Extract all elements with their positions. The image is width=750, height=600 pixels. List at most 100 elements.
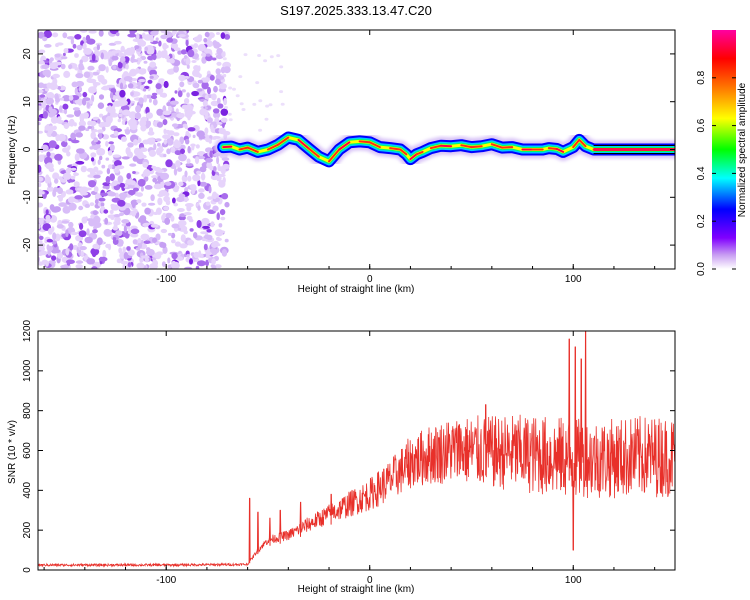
snr-ytick-label: 800 xyxy=(22,402,33,419)
noise-blob xyxy=(186,92,190,98)
noise-blob xyxy=(83,47,93,55)
noise-blob xyxy=(45,88,49,92)
noise-blob xyxy=(66,151,71,157)
noise-blob xyxy=(98,94,105,100)
noise-blob xyxy=(206,40,213,47)
noise-blob xyxy=(121,156,130,160)
noise-blob xyxy=(221,51,226,58)
noise-blob xyxy=(86,167,95,172)
noise-blob xyxy=(210,248,217,254)
noise-blob xyxy=(134,45,140,50)
noise-blob xyxy=(219,209,226,216)
noise-blob xyxy=(112,65,117,70)
noise-blob xyxy=(200,231,208,235)
noise-blob xyxy=(269,55,274,59)
noise-blob xyxy=(130,59,139,63)
noise-blob xyxy=(57,116,62,121)
noise-blob xyxy=(174,90,178,94)
noise-blob xyxy=(136,81,142,87)
noise-blob xyxy=(41,64,50,70)
noise-blob xyxy=(142,161,149,168)
noise-blob xyxy=(105,176,111,184)
noise-blob xyxy=(137,237,142,244)
noise-blob xyxy=(241,108,246,111)
noise-blob xyxy=(70,167,77,171)
noise-blob xyxy=(216,32,220,35)
noise-blob xyxy=(41,144,49,152)
spectrogram-ylabel: Frequency (Hz) xyxy=(7,116,18,185)
noise-blob xyxy=(222,176,226,184)
ridge-core xyxy=(277,136,290,146)
noise-blob xyxy=(168,105,172,112)
noise-blob xyxy=(149,61,157,68)
noise-blob xyxy=(207,32,215,39)
snr-xtick-label: 100 xyxy=(565,575,582,586)
noise-blob xyxy=(127,83,134,89)
noise-blob xyxy=(141,202,147,207)
noise-blob xyxy=(118,113,123,118)
noise-blob xyxy=(146,247,151,252)
noise-blob xyxy=(198,188,205,193)
noise-blob xyxy=(192,174,201,182)
noise-blob xyxy=(130,228,140,235)
noise-blob xyxy=(91,266,98,269)
noise-blob xyxy=(108,42,117,46)
noise-blob xyxy=(128,112,134,118)
noise-blob xyxy=(63,48,69,54)
noise-blob xyxy=(77,100,83,106)
noise-blob xyxy=(63,108,68,115)
snr-ytick-label: 600 xyxy=(22,442,33,459)
noise-blob xyxy=(62,103,69,110)
noise-blob xyxy=(211,242,218,248)
noise-blob xyxy=(178,34,186,38)
noise-blob xyxy=(178,181,184,187)
noise-blob xyxy=(206,229,212,233)
ridge-core xyxy=(222,145,233,149)
noise-blob xyxy=(97,75,101,80)
noise-blob xyxy=(197,155,206,160)
noise-blob xyxy=(109,191,117,197)
noise-blob xyxy=(153,183,163,190)
noise-blob xyxy=(212,108,220,114)
noise-blob xyxy=(220,216,226,221)
noise-blob xyxy=(107,51,114,57)
noise-blob xyxy=(217,230,226,234)
noise-blob xyxy=(170,146,176,154)
noise-blob xyxy=(211,57,217,61)
noise-blob xyxy=(150,95,158,100)
noise-blob xyxy=(217,103,224,109)
noise-blob xyxy=(136,33,140,41)
snr-ytick-label: 200 xyxy=(22,521,33,538)
noise-blob xyxy=(38,182,42,188)
noise-blob xyxy=(89,202,95,207)
noise-blob xyxy=(57,133,66,142)
noise-blob xyxy=(121,120,126,125)
noise-blob xyxy=(131,54,135,60)
noise-blob xyxy=(78,65,85,71)
noise-blob xyxy=(164,31,173,39)
noise-blob xyxy=(93,138,98,143)
noise-blob xyxy=(80,250,84,258)
noise-blob xyxy=(220,108,229,116)
noise-blob xyxy=(163,139,167,145)
noise-blob xyxy=(87,126,92,129)
noise-blob xyxy=(156,121,164,128)
noise-blob xyxy=(181,89,186,93)
noise-blob xyxy=(56,224,64,229)
noise-blob xyxy=(177,256,184,261)
noise-blob xyxy=(125,203,132,208)
noise-blob xyxy=(89,120,97,127)
snr-ylabel: SNR (10 * v/v) xyxy=(7,420,18,484)
snr-xtick-label: 0 xyxy=(367,575,373,586)
colorbar-tick-label: 0.8 xyxy=(696,70,707,84)
noise-blob xyxy=(218,83,227,90)
noise-blob xyxy=(111,164,116,170)
noise-blob xyxy=(185,163,194,167)
noise-blob xyxy=(74,195,83,200)
noise-blob xyxy=(202,100,208,107)
noise-blob xyxy=(83,71,91,78)
noise-blob xyxy=(109,209,114,215)
noise-blob xyxy=(75,160,85,165)
noise-blob xyxy=(151,175,159,179)
noise-blob xyxy=(88,30,97,34)
